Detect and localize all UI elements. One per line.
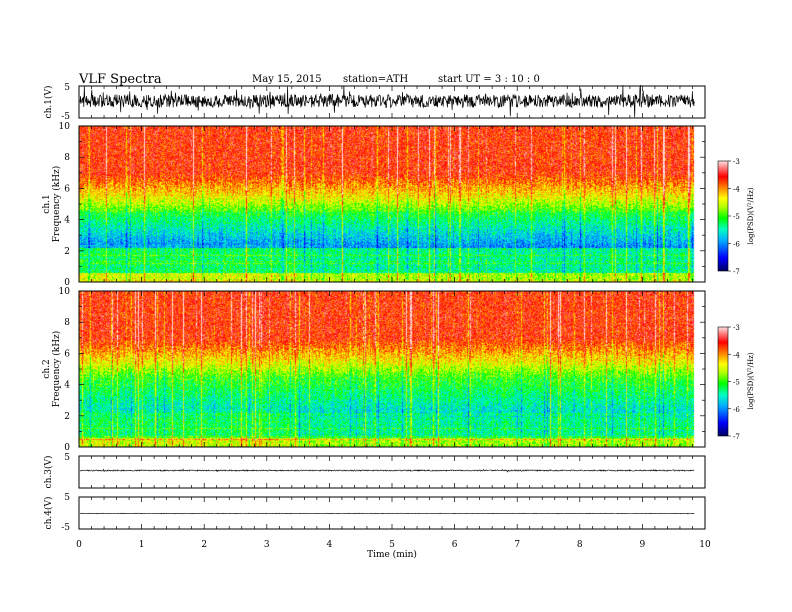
colorbar-tick-label: -3 <box>733 158 740 166</box>
frequency-tick-label: 10 <box>59 287 71 297</box>
ch2-spec-ylabel-channel: ch.2 <box>42 359 52 378</box>
time-tick-label: 1 <box>139 540 145 550</box>
ch3-ytick-5: 5 <box>64 453 70 463</box>
frequency-tick-label: 6 <box>64 349 70 359</box>
frequency-tick-label: 8 <box>64 153 70 163</box>
time-tick-label: 9 <box>640 540 646 550</box>
ch1-ylabel: ch.1(V) <box>43 86 54 119</box>
colorbar-tick-label: -4 <box>733 186 740 194</box>
ch1-colorbar <box>717 160 729 272</box>
x-axis-label: Time (min) <box>367 549 417 560</box>
ch1-ytick-5: 5 <box>64 83 70 93</box>
ch1-spec-ylabel-frequency: Frequency (kHz) <box>51 166 62 243</box>
colorbar-tick-label: -7 <box>733 433 740 441</box>
ch2-colorbar-ticks: -3 -4 -5 -6 -7 <box>728 324 740 441</box>
time-tick-labels: 0 1 2 3 4 5 6 7 8 9 10 <box>76 540 711 550</box>
frequency-tick-label: 4 <box>64 216 70 226</box>
ch4-ytick-neg5: -5 <box>61 523 70 533</box>
figure-title: VLF Spectra <box>79 72 162 87</box>
ch1-ytick-neg5: -5 <box>61 112 70 122</box>
ch2-spectrogram-image <box>79 291 705 447</box>
frequency-tick-label: 0 <box>64 278 70 288</box>
ch4-waveform-panel: 5 -5 ch.4(V) 0 1 2 3 4 5 6 7 8 9 10 Time (min) <box>43 493 711 560</box>
colorbar-tick-label: -4 <box>733 351 740 359</box>
colorbar-tick-label: -5 <box>733 379 740 387</box>
ch2-spectrogram-ticks <box>78 290 706 448</box>
ch3-waveform-panel: 5 ch.3(V) <box>43 453 706 489</box>
time-tick-label: 6 <box>452 540 458 550</box>
ch1-colorbar-label: log(PSD)(V²/Hz) <box>747 187 755 244</box>
ch4-ylabel: ch.4(V) <box>43 497 54 530</box>
ch1-waveform-panel: 5 -5 ch.1(V) <box>43 83 706 122</box>
time-tick-label: 5 <box>389 540 395 550</box>
ch1-frequency-tick-labels: 0 2 4 6 8 10 <box>59 122 71 288</box>
frequency-tick-label: 0 <box>64 443 70 453</box>
frequency-tick-label: 2 <box>64 247 70 257</box>
frequency-tick-label: 6 <box>64 184 70 194</box>
colorbar-tick-label: -5 <box>733 213 740 221</box>
ch1-spectrogram-ticks <box>78 125 706 283</box>
time-tick-label: 2 <box>201 540 207 550</box>
time-tick-label: 3 <box>264 540 270 550</box>
ch4-waveform-line <box>79 512 695 515</box>
spectrogram-raster <box>79 126 705 282</box>
date-label: May 15, 2015 <box>252 74 322 85</box>
ch3-x-ticks <box>78 456 706 488</box>
frequency-tick-label: 8 <box>64 318 70 328</box>
colorbar-tick-label: -3 <box>733 324 740 332</box>
ch3-ylabel: ch.3(V) <box>43 456 54 489</box>
start-time-label: start UT = 3 : 10 : 0 <box>438 74 540 85</box>
ch1-spectrogram-image <box>79 126 705 282</box>
spectrogram-raster <box>79 291 705 447</box>
ch1-x-ticks <box>78 86 706 118</box>
time-tick-label: 4 <box>327 540 333 550</box>
frequency-tick-label: 10 <box>59 122 71 132</box>
station-label: station=ATH <box>343 74 409 85</box>
time-tick-label: 10 <box>699 540 711 550</box>
colorbar-tick-label: -6 <box>733 241 740 249</box>
ch4-ytick-5: 5 <box>64 493 70 503</box>
ch2-spec-ylabel-frequency: Frequency (kHz) <box>51 331 62 408</box>
ch1-colorbar-ticks: -3 -4 -5 -6 -7 <box>728 158 740 276</box>
ch2-colorbar-label: log(PSD)(V²/Hz) <box>747 352 755 409</box>
time-tick-label: 7 <box>514 540 520 550</box>
ch2-frequency-tick-labels: 0 2 4 6 8 10 <box>59 287 71 453</box>
colorbar-tick-label: -7 <box>733 268 740 276</box>
ch1-spec-ylabel-channel: ch.1 <box>42 194 52 213</box>
frequency-tick-label: 4 <box>64 381 70 391</box>
ch1-waveform-line <box>79 84 695 118</box>
frequency-tick-label: 2 <box>64 412 70 422</box>
ch2-colorbar <box>717 326 729 437</box>
time-tick-label: 0 <box>76 540 82 550</box>
colorbar-tick-label: -6 <box>733 406 740 414</box>
ch4-x-ticks <box>78 497 706 529</box>
time-tick-label: 8 <box>577 540 583 550</box>
ch3-waveform-line <box>79 468 695 473</box>
